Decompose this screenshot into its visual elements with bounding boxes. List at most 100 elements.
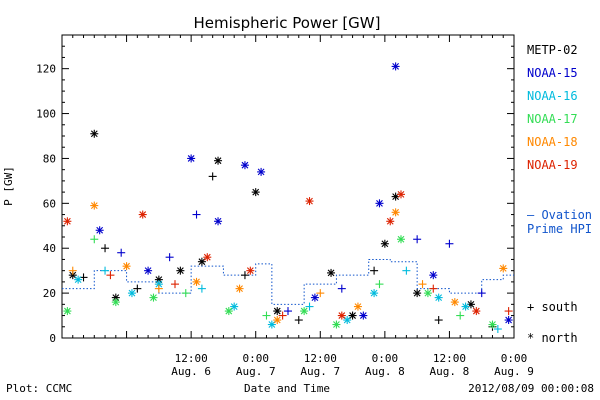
marker-stroke bbox=[451, 298, 459, 306]
data-point bbox=[117, 248, 126, 257]
data-point bbox=[429, 284, 438, 293]
x-tick-label-date: Aug. 8 bbox=[430, 365, 470, 378]
legend: METP-02 NOAA-15 NOAA-16 NOAA-17 NOAA-18 NOAA-… bbox=[527, 43, 592, 345]
marker-stroke bbox=[176, 267, 184, 275]
data-point bbox=[337, 311, 346, 320]
data-point bbox=[224, 307, 233, 316]
data-point bbox=[63, 307, 72, 316]
marker-stroke bbox=[472, 307, 480, 315]
data-point bbox=[90, 201, 99, 210]
data-point bbox=[208, 172, 217, 181]
legend-entry: NOAA-17 bbox=[527, 112, 578, 126]
data-point bbox=[418, 280, 427, 289]
y-tick-label: 40 bbox=[43, 242, 56, 255]
data-point bbox=[235, 284, 244, 293]
data-point bbox=[402, 266, 411, 275]
data-point bbox=[434, 316, 443, 325]
data-point bbox=[353, 302, 362, 311]
marker-stroke bbox=[370, 289, 378, 297]
data-point bbox=[101, 244, 110, 253]
data-point bbox=[240, 161, 249, 170]
data-point bbox=[375, 199, 384, 208]
marker-stroke bbox=[273, 316, 281, 324]
marker-stroke bbox=[489, 321, 496, 328]
data-point bbox=[348, 311, 357, 320]
data-point bbox=[450, 298, 459, 307]
data-point bbox=[90, 235, 99, 244]
y-axis-label: P [GW] bbox=[2, 166, 15, 206]
data-point bbox=[413, 289, 422, 298]
data-point bbox=[133, 284, 142, 293]
data-point bbox=[154, 284, 163, 293]
data-point bbox=[472, 307, 481, 316]
marker-stroke bbox=[268, 321, 276, 328]
marker-stroke bbox=[241, 161, 249, 169]
marker-stroke bbox=[112, 298, 120, 306]
y-axis: 0 20 40 60 80 100 120 bbox=[36, 45, 514, 345]
x-tick-label-date: Aug. 7 bbox=[236, 365, 276, 378]
marker-stroke bbox=[349, 312, 356, 319]
marker-stroke bbox=[397, 235, 405, 243]
data-point bbox=[488, 320, 497, 329]
marker-stroke bbox=[96, 226, 104, 234]
y-tick-label: 60 bbox=[43, 197, 56, 210]
data-point bbox=[74, 275, 83, 284]
data-point bbox=[370, 266, 379, 275]
plot-timestamp: 2012/08/09 00:00:08 bbox=[468, 382, 594, 395]
marker-stroke bbox=[273, 307, 281, 315]
marker-stroke bbox=[257, 168, 265, 176]
data-point bbox=[445, 239, 454, 248]
x-tick-label-time: 0:00 bbox=[501, 352, 528, 365]
marker-stroke bbox=[69, 271, 77, 279]
marker-stroke bbox=[225, 307, 233, 315]
marker-stroke bbox=[123, 262, 130, 270]
data-point bbox=[176, 266, 185, 275]
x-tick-label-date: Aug. 7 bbox=[300, 365, 340, 378]
x-tick-label-time: 12:00 bbox=[433, 352, 466, 365]
data-point bbox=[332, 320, 341, 329]
marker-stroke bbox=[230, 303, 238, 310]
marker-stroke bbox=[144, 267, 152, 275]
data-point bbox=[477, 289, 486, 298]
legend-ovation: Prime HPI bbox=[527, 222, 592, 236]
marker-stroke bbox=[90, 130, 98, 138]
data-point bbox=[294, 316, 303, 325]
data-point bbox=[359, 311, 368, 320]
data-point bbox=[106, 271, 115, 280]
x-tick-label-time: 12:00 bbox=[175, 352, 208, 365]
marker-stroke bbox=[236, 285, 243, 293]
data-point bbox=[63, 217, 72, 226]
legend-entry: NOAA-15 bbox=[527, 66, 578, 80]
marker-stroke bbox=[392, 63, 400, 70]
data-point bbox=[380, 239, 389, 248]
y-tick-label: 80 bbox=[43, 152, 56, 165]
data-point bbox=[504, 316, 513, 325]
marker-stroke bbox=[139, 211, 147, 218]
marker-stroke bbox=[359, 312, 367, 319]
marker-stroke bbox=[429, 271, 437, 279]
data-point bbox=[504, 307, 513, 316]
chart-title: Hemispheric Power [GW] bbox=[194, 14, 381, 32]
marker-stroke bbox=[63, 217, 71, 225]
legend-south-marker: + south bbox=[527, 300, 578, 314]
marker-stroke bbox=[214, 217, 222, 225]
data-point bbox=[456, 311, 465, 320]
data-point bbox=[391, 208, 400, 217]
marker-stroke bbox=[499, 265, 507, 272]
marker-stroke bbox=[203, 253, 211, 261]
data-point bbox=[165, 253, 174, 262]
data-point bbox=[423, 289, 432, 298]
x-tick-label-time: 12:00 bbox=[304, 352, 337, 365]
marker-stroke bbox=[63, 307, 71, 315]
marker-stroke bbox=[306, 197, 313, 205]
x-tick-label-date: Aug. 6 bbox=[171, 365, 211, 378]
data-markers bbox=[63, 62, 513, 334]
data-point bbox=[397, 190, 405, 199]
data-point bbox=[461, 302, 470, 311]
marker-stroke bbox=[435, 294, 443, 301]
data-point bbox=[187, 154, 196, 163]
marker-stroke bbox=[327, 269, 335, 277]
data-point bbox=[214, 217, 223, 226]
data-point bbox=[214, 156, 223, 165]
data-point bbox=[499, 264, 508, 273]
